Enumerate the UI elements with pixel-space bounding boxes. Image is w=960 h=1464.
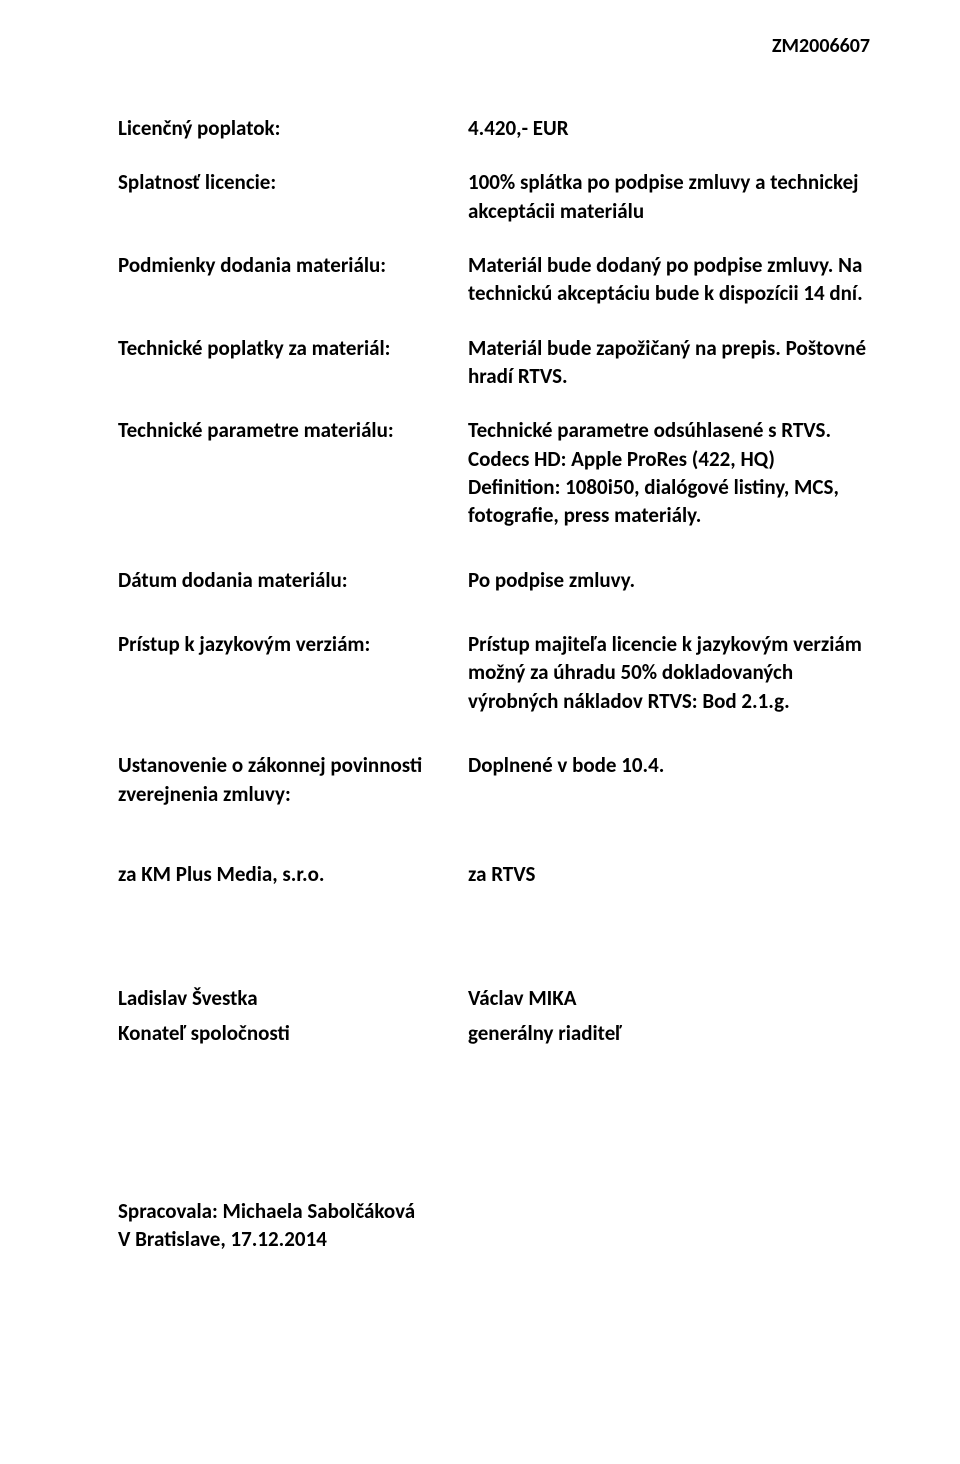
label-licence-due: Splatnosť licencie: bbox=[118, 168, 468, 196]
value-licence-fee: 4.420,- EUR bbox=[468, 114, 870, 142]
value-tech-params: Technické parametre odsúhlasené s RTVS. … bbox=[468, 416, 870, 529]
footer-line-1: Spracovala: Michaela Sabolčáková bbox=[118, 1197, 870, 1225]
row-delivery-date: Dátum dodania materiálu: Po podpise zmlu… bbox=[118, 566, 870, 594]
label-tech-params: Technické parametre materiálu: bbox=[118, 416, 468, 444]
label-delivery-terms: Podmienky dodania materiálu: bbox=[118, 251, 468, 279]
row-licence-due: Splatnosť licencie: 100% splátka po podp… bbox=[118, 168, 870, 225]
sign-name-right: Václav MIKA bbox=[468, 984, 870, 1012]
value-delivery-date: Po podpise zmluvy. bbox=[468, 566, 870, 594]
label-delivery-date: Dátum dodania materiálu: bbox=[118, 566, 468, 594]
row-sign-roles: Konateľ spoločnosti generálny riaditeľ bbox=[118, 1019, 870, 1047]
sign-for-left: za KM Plus Media, s.r.o. bbox=[118, 860, 468, 888]
sign-for-right: za RTVS bbox=[468, 860, 870, 888]
sign-role-right: generálny riaditeľ bbox=[468, 1019, 870, 1047]
row-tech-params: Technické parametre materiálu: Technické… bbox=[118, 416, 870, 529]
row-law-clause: Ustanovenie o zákonnej povinnosti zverej… bbox=[118, 751, 870, 808]
document-page: ZM2006607 Licenčný poplatok: 4.420,- EUR… bbox=[0, 0, 960, 1464]
label-tech-fees: Technické poplatky za materiál: bbox=[118, 334, 468, 362]
sign-role-left: Konateľ spoločnosti bbox=[118, 1019, 468, 1047]
row-sign-names: Ladislav Švestka Václav MIKA bbox=[118, 984, 870, 1012]
value-lang-access: Prístup majiteľa licencie k jazykovým ve… bbox=[468, 630, 870, 715]
value-licence-due: 100% splátka po podpise zmluvy a technic… bbox=[468, 168, 870, 225]
value-tech-fees: Materiál bude zapožičaný na prepis. Pošt… bbox=[468, 334, 870, 391]
row-sign-for: za KM Plus Media, s.r.o. za RTVS bbox=[118, 860, 870, 888]
value-law-clause: Doplnené v bode 10.4. bbox=[468, 751, 870, 779]
value-delivery-terms: Materiál bude dodaný po podpise zmluvy. … bbox=[468, 251, 870, 308]
row-tech-fees: Technické poplatky za materiál: Materiál… bbox=[118, 334, 870, 391]
row-delivery-terms: Podmienky dodania materiálu: Materiál bu… bbox=[118, 251, 870, 308]
document-id: ZM2006607 bbox=[772, 34, 870, 58]
label-lang-access: Prístup k jazykovým verziám: bbox=[118, 630, 468, 658]
footer: Spracovala: Michaela Sabolčáková V Brati… bbox=[118, 1197, 870, 1254]
row-licence-fee: Licenčný poplatok: 4.420,- EUR bbox=[118, 114, 870, 142]
row-lang-access: Prístup k jazykovým verziám: Prístup maj… bbox=[118, 630, 870, 715]
footer-line-2: V Bratislave, 17.12.2014 bbox=[118, 1225, 870, 1253]
label-licence-fee: Licenčný poplatok: bbox=[118, 114, 468, 142]
content-body: Licenčný poplatok: 4.420,- EUR Splatnosť… bbox=[118, 114, 870, 1254]
sign-name-left: Ladislav Švestka bbox=[118, 984, 468, 1012]
label-law-clause: Ustanovenie o zákonnej povinnosti zverej… bbox=[118, 751, 468, 808]
